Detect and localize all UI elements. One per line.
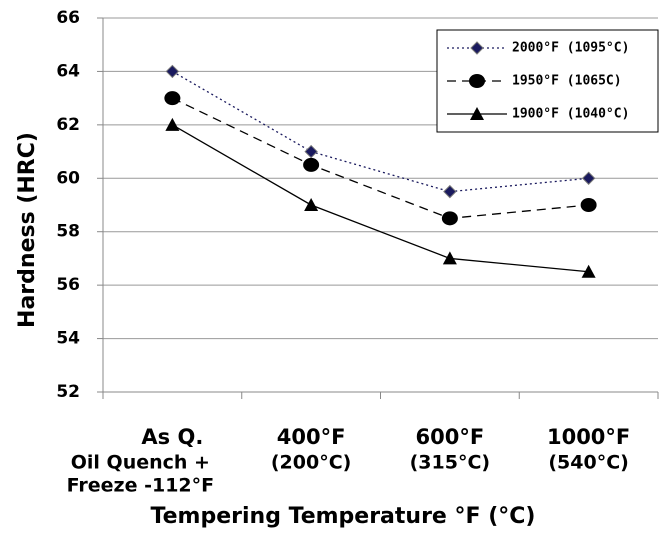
legend-label: 2000°F (1095°C) — [512, 41, 629, 56]
y-tick-label: 58 — [56, 222, 80, 242]
y-tick-label: 64 — [56, 61, 80, 81]
marker — [165, 64, 180, 79]
marker — [304, 144, 318, 159]
marker — [581, 264, 596, 278]
series-line — [172, 70, 589, 193]
marker — [443, 184, 457, 199]
x-tick-label: (315°C) — [410, 452, 490, 474]
x-tick-label: (200°C) — [271, 452, 351, 474]
x-tick-label: 400°F — [277, 425, 346, 449]
marker — [469, 74, 485, 88]
marker — [580, 198, 597, 212]
marker — [441, 211, 458, 226]
x-tick-label: 1000°F — [547, 425, 630, 449]
marker — [470, 107, 484, 120]
x-tick-label: Oil Quench + — [71, 452, 210, 474]
y-tick-label: 54 — [56, 329, 80, 349]
marker — [164, 91, 181, 106]
y-tick-label: 66 — [56, 8, 80, 28]
marker — [304, 198, 319, 211]
x-tick-label: 600°F — [416, 425, 485, 449]
legend-label: 1900°F (1040°C) — [512, 107, 629, 122]
marker — [581, 171, 596, 185]
series-line — [172, 124, 589, 273]
y-axis-label: Hardness (HRC) — [15, 132, 40, 328]
x-tick-label: (540°C) — [548, 452, 628, 474]
y-tick-label: 62 — [56, 115, 80, 135]
y-tick-label: 60 — [56, 168, 80, 188]
y-tick-label: 56 — [56, 275, 80, 295]
marker — [303, 157, 320, 172]
marker — [442, 251, 457, 265]
x-tick-label: Freeze -112°F — [67, 475, 215, 497]
legend-label: 1950°F (1065C) — [512, 74, 622, 89]
x-axis-label: Tempering Temperature °F (°C) — [151, 504, 536, 529]
y-tick-label: 52 — [56, 382, 80, 402]
marker — [470, 41, 484, 55]
series-line — [172, 97, 589, 220]
x-tick-label: As Q. — [141, 425, 203, 449]
marker — [165, 117, 180, 131]
